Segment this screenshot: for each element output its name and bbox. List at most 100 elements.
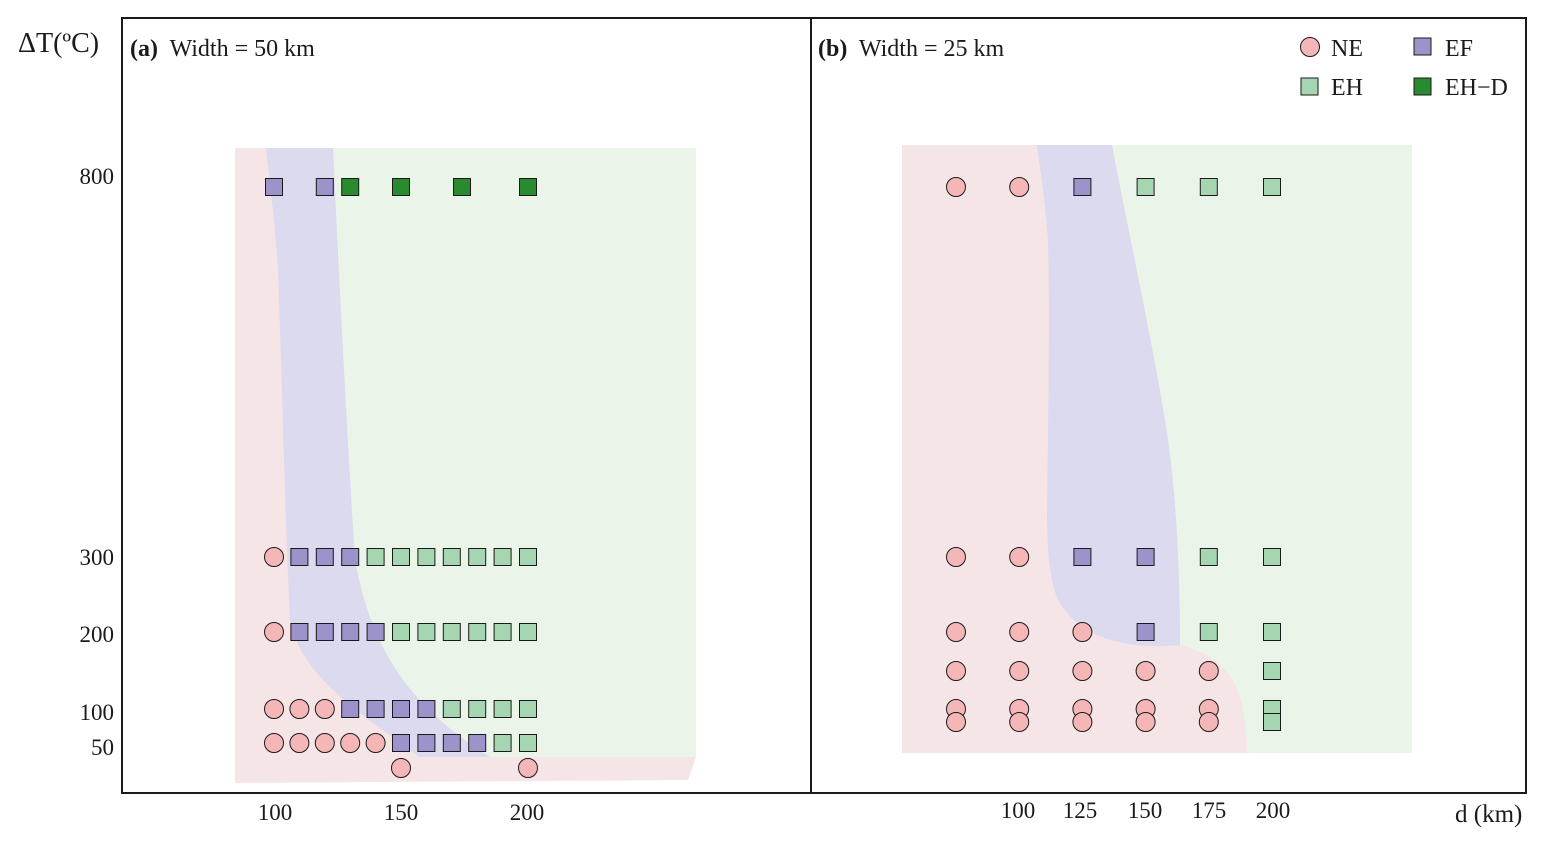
panel-b-ef-region	[1037, 145, 1180, 647]
y-tick-label: 200	[80, 622, 115, 647]
data-point-eh	[1263, 662, 1281, 680]
data-point-eh	[392, 623, 410, 641]
y-tick-label: 50	[91, 735, 114, 760]
data-point-eh	[1263, 623, 1281, 641]
data-point-ef	[341, 700, 360, 718]
data-point-ne	[391, 758, 411, 778]
x-tick-label: 100	[258, 800, 293, 825]
data-point-ef	[392, 734, 410, 752]
data-point-eh	[1199, 548, 1218, 566]
data-point-eh	[442, 623, 461, 641]
data-point-eh	[519, 623, 537, 641]
data-point-eh	[1263, 713, 1281, 731]
panel-b-x-tick-labels: 100 125 150 175 200	[1001, 798, 1291, 823]
data-point-eh	[417, 623, 436, 641]
data-point-ne	[946, 177, 966, 197]
data-point-eh	[392, 548, 410, 566]
data-point-ne	[1009, 661, 1030, 681]
data-point-ehd	[392, 178, 410, 196]
panel-a-x-tick-labels: 100 150 200	[258, 800, 545, 825]
legend-label-ef: EF	[1445, 36, 1473, 62]
data-point-ef	[442, 734, 461, 752]
x-tick-label: 200	[1256, 798, 1291, 823]
data-point-ef	[417, 700, 436, 718]
legend-marker-ef	[1413, 37, 1432, 56]
panel-a-title: (a) Width = 50 km	[130, 36, 315, 62]
y-tick-labels: 800 300 200 100 50	[80, 164, 115, 760]
data-point-eh	[519, 548, 537, 566]
data-point-ne	[1198, 712, 1219, 732]
data-point-ef	[1073, 548, 1092, 566]
data-point-ne	[314, 733, 335, 753]
x-tick-label: 150	[1128, 798, 1163, 823]
panel-b-frame	[810, 17, 1527, 794]
data-point-ehd	[453, 178, 471, 196]
panel-b-eh-region	[1112, 145, 1412, 753]
data-point-ne	[1009, 712, 1030, 732]
data-point-eh	[519, 700, 537, 718]
x-tick-label: 175	[1192, 798, 1227, 823]
legend: NE EF EH EH−D	[1300, 36, 1508, 101]
data-point-ef	[366, 623, 385, 641]
data-point-eh	[493, 700, 512, 718]
data-point-eh	[493, 734, 512, 752]
panel-b-data-points	[946, 177, 1281, 732]
data-point-ne	[365, 733, 386, 753]
panel-a-regions	[235, 148, 696, 783]
y-tick-label: 300	[80, 545, 115, 570]
data-point-ne	[946, 547, 966, 567]
data-point-ne	[314, 699, 335, 719]
data-point-ne	[289, 699, 310, 719]
data-point-ne	[1009, 547, 1030, 567]
x-tick-label: 125	[1063, 798, 1098, 823]
data-point-eh	[468, 548, 487, 566]
data-point-ehd	[341, 178, 360, 196]
data-point-ne	[264, 547, 284, 567]
panel-b-regions	[902, 145, 1412, 753]
data-point-eh	[493, 623, 512, 641]
data-point-ef	[468, 734, 487, 752]
data-point-ne	[1072, 712, 1093, 732]
data-point-eh	[468, 700, 487, 718]
data-point-ne	[946, 661, 966, 681]
data-point-ne	[1198, 661, 1219, 681]
data-point-ef	[315, 623, 334, 641]
data-point-ehd	[519, 178, 537, 196]
x-tick-label: 100	[1001, 798, 1036, 823]
legend-marker-ne	[1300, 37, 1320, 57]
data-point-eh	[468, 623, 487, 641]
data-point-eh	[519, 734, 537, 752]
data-point-eh	[1263, 548, 1281, 566]
data-point-ef	[1136, 548, 1155, 566]
data-point-ne	[518, 758, 538, 778]
y-tick-label: 100	[80, 700, 115, 725]
data-point-ne	[1072, 622, 1093, 642]
data-point-ne	[946, 622, 966, 642]
y-tick-label: 800	[80, 164, 115, 189]
data-point-ne	[1135, 661, 1156, 681]
panel-a-eh-region	[333, 148, 696, 757]
data-point-eh	[493, 548, 512, 566]
data-point-eh	[417, 548, 436, 566]
panel-a-title-text: Width = 50 km	[170, 36, 316, 62]
data-point-ne	[340, 733, 361, 753]
panel-a-ef-region	[266, 148, 490, 757]
data-point-ne	[264, 622, 284, 642]
data-point-ef	[290, 548, 309, 566]
panel-b-title-text: Width = 25 km	[859, 36, 1005, 62]
panel-a-data-points	[264, 178, 538, 778]
data-point-eh	[442, 548, 461, 566]
legend-label-ne: NE	[1331, 36, 1363, 62]
data-point-eh	[366, 548, 385, 566]
legend-marker-eh	[1300, 77, 1319, 96]
data-point-ne	[1009, 177, 1030, 197]
data-point-ne	[1072, 661, 1093, 681]
y-axis-label: ΔT(ºC)	[18, 28, 99, 59]
data-point-eh	[442, 700, 461, 718]
data-point-ne	[264, 699, 284, 719]
x-axis-label: d (km)	[1455, 801, 1522, 828]
data-point-ne	[264, 733, 284, 753]
data-point-ef	[315, 178, 334, 196]
data-point-eh	[1136, 178, 1155, 196]
